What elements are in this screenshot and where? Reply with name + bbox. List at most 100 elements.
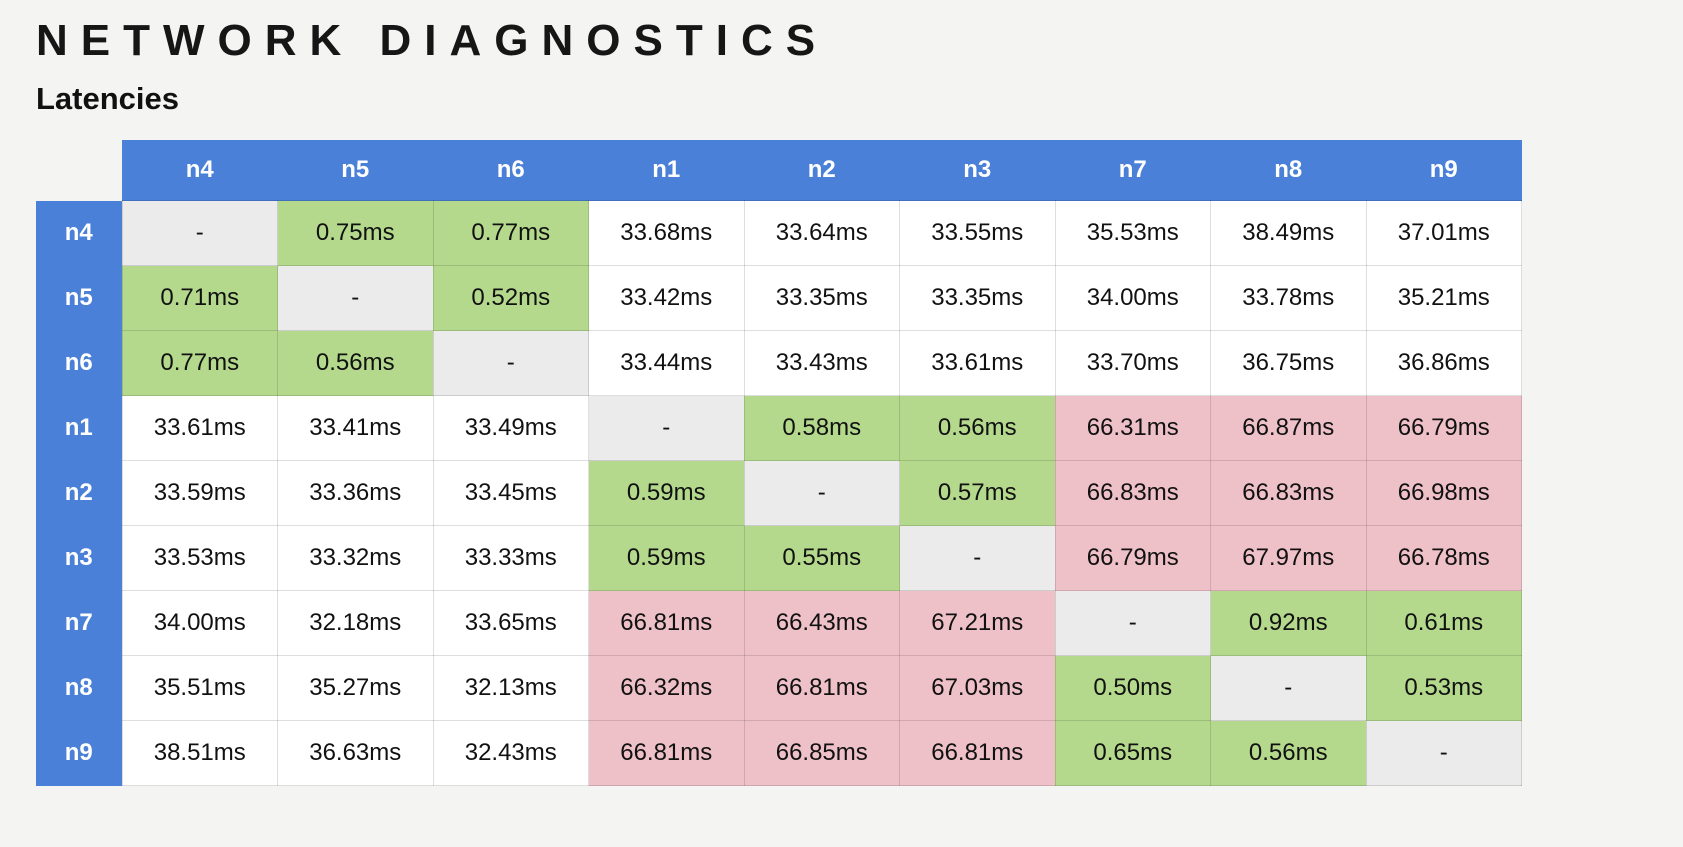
latency-cell-n9-n7: 0.65ms [1054, 720, 1211, 786]
latency-cell-n5-n8: 33.78ms [1210, 265, 1367, 331]
latency-cell-n8-n6: 32.13ms [432, 655, 589, 721]
latency-cell-n6-n1: 33.44ms [588, 330, 745, 396]
latency-cell-n8-n5: 35.27ms [277, 655, 434, 721]
row-header-n4: n4 [36, 200, 122, 266]
matrix-header: n4 n5 n6 n1 n2 n3 n7 n8 n9 [36, 140, 1522, 201]
latency-cell-n2-n8: 66.83ms [1210, 460, 1367, 526]
table-row-n3: n3 33.53ms 33.32ms 33.33ms 0.59ms 0.55ms -66.7… [36, 525, 1522, 591]
latency-cell-n3-n5: 33.32ms [277, 525, 434, 591]
col-header-n7: n7 [1055, 140, 1211, 201]
col-header-n2: n2 [744, 140, 900, 201]
latency-cell-n4-n4: - [121, 200, 278, 266]
latency-cell-n2-n5: 33.36ms [277, 460, 434, 526]
latency-cell-n9-n8: 0.56ms [1210, 720, 1367, 786]
latency-cell-n8-n1: 66.32ms [588, 655, 745, 721]
latency-cell-n2-n9: 66.98ms [1365, 460, 1522, 526]
table-row-n9: n9 38.51ms 36.63ms 32.43ms 66.81ms 66.85ms 66.… [36, 720, 1522, 786]
latency-cell-n6-n6: - [432, 330, 589, 396]
row-header-n1: n1 [36, 395, 122, 461]
latency-cell-n2-n4: 33.59ms [121, 460, 278, 526]
table-row-n6: n6 0.77ms 0.56ms -33.44ms 33.43ms 33.61ms 33.7… [36, 330, 1522, 396]
latency-cell-n4-n1: 33.68ms [588, 200, 745, 266]
latency-cell-n4-n6: 0.77ms [432, 200, 589, 266]
latency-cell-n6-n7: 33.70ms [1054, 330, 1211, 396]
latency-cell-n4-n8: 38.49ms [1210, 200, 1367, 266]
latency-cell-n3-n3: - [899, 525, 1056, 591]
latency-cell-n7-n8: 0.92ms [1210, 590, 1367, 656]
latency-cell-n1-n2: 0.58ms [743, 395, 900, 461]
latency-cell-n4-n9: 37.01ms [1365, 200, 1522, 266]
matrix-body: n4-0.75ms 0.77ms 33.68ms 33.64ms 33.55ms 35.5… [36, 200, 1522, 786]
table-row-n8: n8 35.51ms 35.27ms 32.13ms 66.32ms 66.81ms 67.… [36, 655, 1522, 721]
latency-cell-n9-n2: 66.85ms [743, 720, 900, 786]
corner-cell [36, 140, 122, 201]
latency-cell-n5-n7: 34.00ms [1054, 265, 1211, 331]
latency-cell-n9-n6: 32.43ms [432, 720, 589, 786]
latency-cell-n3-n4: 33.53ms [121, 525, 278, 591]
latency-cell-n9-n1: 66.81ms [588, 720, 745, 786]
latency-cell-n5-n4: 0.71ms [121, 265, 278, 331]
latency-cell-n1-n7: 66.31ms [1054, 395, 1211, 461]
latency-cell-n1-n4: 33.61ms [121, 395, 278, 461]
latency-cell-n9-n9: - [1365, 720, 1522, 786]
latency-cell-n4-n7: 35.53ms [1054, 200, 1211, 266]
latency-cell-n2-n7: 66.83ms [1054, 460, 1211, 526]
col-header-n6: n6 [433, 140, 589, 201]
latency-cell-n8-n2: 66.81ms [743, 655, 900, 721]
latency-cell-n6-n5: 0.56ms [277, 330, 434, 396]
latency-matrix: n4 n5 n6 n1 n2 n3 n7 n8 n9 n4-0.75ms 0.77ms 33.68m… [36, 140, 1522, 786]
col-header-n1: n1 [588, 140, 744, 201]
latency-cell-n8-n4: 35.51ms [121, 655, 278, 721]
latency-cell-n3-n2: 0.55ms [743, 525, 900, 591]
latency-cell-n1-n9: 66.79ms [1365, 395, 1522, 461]
table-row-n1: n1 33.61ms 33.41ms 33.49ms -0.58ms 0.56ms 66.3… [36, 395, 1522, 461]
section-title-latencies: Latencies [36, 81, 180, 116]
latency-cell-n1-n8: 66.87ms [1210, 395, 1367, 461]
latency-cell-n3-n9: 66.78ms [1365, 525, 1522, 591]
latency-cell-n7-n9: 0.61ms [1365, 590, 1522, 656]
col-header-n4: n4 [122, 140, 278, 201]
network-diagnostics-page: NETWORK DIAGNOSTICS Latencies n4 n5 n6 n1 n2… [36, 16, 1522, 786]
latency-cell-n6-n4: 0.77ms [121, 330, 278, 396]
col-header-n8: n8 [1210, 140, 1366, 201]
latency-cell-n8-n9: 0.53ms [1365, 655, 1522, 721]
latency-cell-n5-n5: - [277, 265, 434, 331]
row-header-n7: n7 [36, 590, 122, 656]
latency-cell-n6-n3: 33.61ms [899, 330, 1056, 396]
latency-cell-n1-n5: 33.41ms [277, 395, 434, 461]
row-header-n9: n9 [36, 720, 122, 786]
latency-cell-n8-n7: 0.50ms [1054, 655, 1211, 721]
latency-cell-n6-n9: 36.86ms [1365, 330, 1522, 396]
latency-cell-n5-n6: 0.52ms [432, 265, 589, 331]
table-row-n4: n4-0.75ms 0.77ms 33.68ms 33.64ms 33.55ms 35.5… [36, 200, 1522, 266]
latency-cell-n3-n7: 66.79ms [1054, 525, 1211, 591]
latency-cell-n1-n3: 0.56ms [899, 395, 1056, 461]
latency-cell-n3-n8: 67.97ms [1210, 525, 1367, 591]
latency-cell-n1-n1: - [588, 395, 745, 461]
latency-cell-n4-n3: 33.55ms [899, 200, 1056, 266]
latency-cell-n5-n3: 33.35ms [899, 265, 1056, 331]
row-header-n6: n6 [36, 330, 122, 396]
row-header-n3: n3 [36, 525, 122, 591]
latency-cell-n3-n1: 0.59ms [588, 525, 745, 591]
latency-cell-n9-n5: 36.63ms [277, 720, 434, 786]
latency-cell-n6-n8: 36.75ms [1210, 330, 1367, 396]
row-header-n5: n5 [36, 265, 122, 331]
latency-cell-n5-n2: 33.35ms [743, 265, 900, 331]
col-header-n5: n5 [277, 140, 433, 201]
latency-cell-n7-n1: 66.81ms [588, 590, 745, 656]
row-header-n8: n8 [36, 655, 122, 721]
latency-cell-n9-n3: 66.81ms [899, 720, 1056, 786]
table-row-n5: n5 0.71ms -0.52ms 33.42ms 33.35ms 33.35ms 34.0… [36, 265, 1522, 331]
latency-cell-n3-n6: 33.33ms [432, 525, 589, 591]
latency-cell-n2-n6: 33.45ms [432, 460, 589, 526]
latency-cell-n7-n3: 67.21ms [899, 590, 1056, 656]
latency-cell-n2-n2: - [743, 460, 900, 526]
latency-cell-n1-n6: 33.49ms [432, 395, 589, 461]
latency-cell-n5-n1: 33.42ms [588, 265, 745, 331]
page-title: NETWORK DIAGNOSTICS [36, 16, 829, 65]
latency-cell-n7-n7: - [1054, 590, 1211, 656]
header-row: n4 n5 n6 n1 n2 n3 n7 n8 n9 [36, 140, 1522, 201]
latency-cell-n7-n5: 32.18ms [277, 590, 434, 656]
latency-cell-n2-n3: 0.57ms [899, 460, 1056, 526]
